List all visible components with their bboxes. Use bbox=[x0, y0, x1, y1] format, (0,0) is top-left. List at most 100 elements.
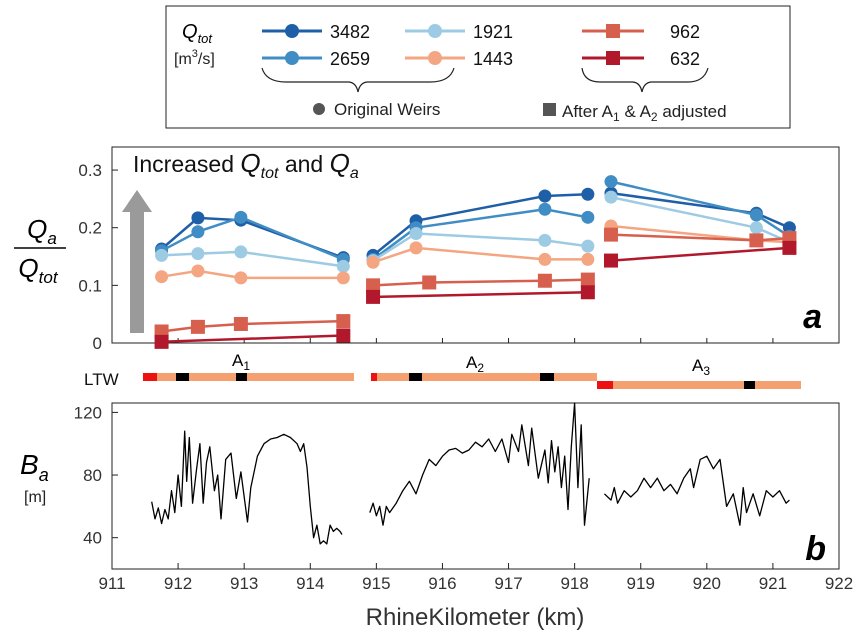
series-962-point bbox=[336, 314, 351, 329]
legend-label-632: 632 bbox=[670, 49, 700, 69]
ltw-black-a3 bbox=[744, 381, 755, 389]
panel-b-ylabel-unit: [m] bbox=[24, 489, 46, 506]
legend-marker-2659 bbox=[285, 51, 299, 65]
panel-b-yticks: 40 80 120 bbox=[74, 403, 118, 548]
series-962-point bbox=[190, 319, 205, 334]
panel-b-xtick-label: 915 bbox=[362, 574, 390, 593]
series-1921-point bbox=[336, 259, 350, 273]
series-1443-point bbox=[538, 252, 552, 266]
series-1921-point bbox=[234, 245, 248, 259]
series-632-line-3 bbox=[610, 246, 790, 262]
panel-b-xlabel: RhineKilometer (km) bbox=[366, 604, 585, 631]
legend-marker-962 bbox=[606, 24, 620, 38]
series-1921-point bbox=[191, 247, 205, 261]
series-1443-point bbox=[581, 252, 595, 266]
legend: Qtot [m3/s] 3482 2659 1921 1443 962 632 Origi… bbox=[165, 5, 791, 129]
panel-a-ytick-label: 0.1 bbox=[78, 276, 102, 295]
panel-b-xtick-label: 911 bbox=[98, 574, 125, 593]
panel-b-xtick-label: 921 bbox=[759, 574, 787, 593]
panel-b-frame bbox=[111, 402, 840, 570]
series-632-point bbox=[603, 253, 618, 268]
panel-a-ylabel-numerator: Qa bbox=[27, 214, 57, 248]
series-632-line-2 bbox=[373, 291, 588, 299]
legend-label-1921: 1921 bbox=[473, 22, 513, 42]
panel-b-xtick-label: 920 bbox=[693, 574, 721, 593]
ltw-black-a2-2 bbox=[540, 373, 554, 381]
ba-profile-segment-3 bbox=[603, 455, 790, 526]
ltw-red-a1 bbox=[143, 373, 157, 381]
legend-brace-original bbox=[261, 67, 455, 93]
ltw-label: LTW bbox=[84, 370, 119, 389]
panel-a-series bbox=[154, 175, 797, 349]
panel-b-ytick-label: 120 bbox=[74, 403, 102, 422]
ltw-bar-a3 bbox=[597, 381, 801, 389]
series-1921-line-2 bbox=[372, 232, 589, 262]
panel-b-xtick-label: 917 bbox=[494, 574, 522, 593]
ltw-black-a1-1 bbox=[176, 373, 189, 381]
series-962-line-2 bbox=[373, 278, 588, 287]
series-962-point bbox=[233, 316, 248, 331]
series-2659-point bbox=[191, 225, 205, 239]
series-1921-point bbox=[749, 221, 763, 235]
legend-brace-adjusted bbox=[581, 67, 709, 93]
panel-b-letter: b bbox=[805, 530, 826, 568]
series-1921-point bbox=[155, 248, 169, 262]
series-962-point bbox=[422, 275, 437, 290]
section-label-a1: A1 bbox=[232, 351, 250, 373]
series-1921-point bbox=[409, 226, 423, 240]
legend-marker-632 bbox=[606, 51, 620, 65]
legend-square-marker bbox=[543, 103, 556, 116]
panel-b-xtick-label: 919 bbox=[627, 574, 655, 593]
series-3482-point bbox=[538, 189, 552, 203]
series-632-point bbox=[336, 328, 351, 343]
ltw-red-a2 bbox=[371, 373, 377, 381]
legend-q-label: Qtot bbox=[182, 21, 213, 46]
section-label-a2: A2 bbox=[466, 353, 484, 375]
series-2659-point bbox=[604, 175, 618, 189]
panel-a-letter: a bbox=[803, 298, 822, 336]
series-1443-point bbox=[409, 241, 423, 255]
series-632-point bbox=[154, 334, 169, 349]
panel-b-ytick-label: 40 bbox=[83, 529, 102, 548]
series-962-point bbox=[537, 273, 552, 288]
legend-marker-1443 bbox=[428, 51, 442, 65]
legend-label-962: 962 bbox=[670, 22, 700, 42]
ltw-strip: LTW A1 A2 A3 bbox=[84, 351, 801, 389]
panel-b-series bbox=[151, 402, 790, 545]
panel-a-ytick-label: 0 bbox=[93, 334, 102, 353]
series-632-point bbox=[580, 285, 595, 300]
panel-b-xtick-label: 914 bbox=[296, 574, 324, 593]
ltw-red-a3 bbox=[597, 381, 613, 389]
series-1921-line-1 bbox=[161, 250, 344, 268]
panel-a-yticks: 0 0.1 0.2 0.3 bbox=[78, 161, 840, 353]
series-1443-point bbox=[191, 264, 205, 278]
panel-a-ytick-label: 0.2 bbox=[78, 219, 102, 238]
series-2659-point bbox=[234, 210, 248, 224]
legend-marker-3482 bbox=[285, 24, 299, 38]
panel-a-ytick-label: 0.3 bbox=[78, 161, 102, 180]
series-962-line-1 bbox=[161, 319, 344, 333]
panel-a-ylabel-denominator: Qtot bbox=[18, 253, 58, 287]
series-632-point bbox=[366, 289, 381, 304]
panel-a-annotation: Increased Qtot and Qa bbox=[133, 148, 359, 182]
panel-a-frame bbox=[111, 146, 840, 344]
series-3482-point bbox=[191, 211, 205, 225]
legend-label-1443: 1443 bbox=[473, 49, 513, 69]
increase-arrow bbox=[122, 190, 152, 333]
series-1921-point bbox=[604, 190, 618, 204]
series-2659-point bbox=[749, 208, 763, 222]
series-2659-line-2 bbox=[372, 208, 589, 261]
legend-circle-marker bbox=[313, 103, 325, 115]
ltw-bar-a2 bbox=[371, 373, 597, 381]
legend-marker-1921 bbox=[428, 24, 442, 38]
legend-after-adjusted: After A1 & A2 adjusted bbox=[562, 102, 727, 124]
panel-a: 0 0.1 0.2 0.3 Qa Qtot Increased Qtot and Qa… bbox=[14, 146, 840, 353]
panel-b-xtick-label: 916 bbox=[428, 574, 456, 593]
series-632-line-1 bbox=[161, 334, 344, 344]
series-1443-line-1 bbox=[161, 269, 344, 280]
series-1443-point bbox=[155, 270, 169, 284]
series-962-point bbox=[603, 227, 618, 242]
series-632-point bbox=[782, 240, 797, 255]
ba-profile-segment-2 bbox=[369, 402, 590, 526]
